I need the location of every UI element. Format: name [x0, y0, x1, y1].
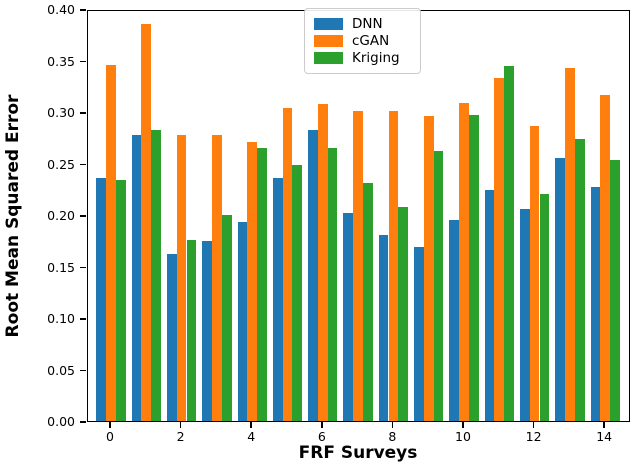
y-tick-label: 0.05 [47, 362, 75, 378]
x-tick-mark [109, 422, 111, 428]
y-tick-label: 0.35 [47, 53, 75, 69]
y-tick-mark [80, 112, 86, 114]
legend-swatch-cgan [314, 35, 343, 47]
bar-cgan-survey-13 [565, 68, 575, 421]
y-tick-label: 0.10 [47, 311, 75, 326]
bar-cgan-survey-9 [423, 116, 434, 421]
bar-kriging-survey-11 [504, 66, 514, 421]
legend-item-cgan: cGAN [314, 33, 411, 49]
bar-kriging-survey-1 [151, 129, 161, 421]
x-tick-mark [391, 422, 394, 428]
bar-kriging-survey-2 [186, 239, 197, 421]
y-tick-label: 0.30 [47, 105, 75, 120]
bar-cgan-survey-4 [247, 142, 258, 421]
legend: DNN cGAN Kriging [304, 8, 421, 74]
x-axis-label: FRF Surveys [298, 443, 418, 463]
x-tick-mark [603, 422, 606, 428]
bar-cgan-survey-8 [388, 111, 399, 421]
x-tick-label: 12 [525, 429, 542, 444]
bar-dnn-survey-9 [414, 246, 424, 421]
legend-swatch-kriging [314, 52, 343, 64]
y-tick-mark [80, 9, 86, 11]
y-tick-mark [80, 369, 86, 372]
bar-dnn-survey-6 [308, 129, 318, 421]
bar-dnn-survey-0 [96, 177, 107, 421]
bar-dnn-survey-10 [449, 220, 460, 421]
y-tick-label: 0.00 [47, 414, 75, 429]
x-tick-mark [179, 422, 182, 428]
bar-cgan-survey-11 [494, 78, 505, 421]
legend-item-kriging: Kriging [314, 50, 411, 66]
x-tick-label: 4 [247, 429, 256, 444]
bar-dnn-survey-5 [272, 177, 283, 421]
y-tick-mark [80, 266, 86, 269]
legend-label: cGAN [352, 33, 390, 49]
y-tick-mark [80, 421, 86, 423]
bar-kriging-survey-3 [221, 214, 232, 421]
bar-kriging-survey-7 [363, 183, 373, 421]
bar-dnn-survey-2 [166, 253, 177, 421]
bar-cgan-survey-2 [176, 134, 187, 421]
bar-dnn-survey-11 [484, 190, 495, 421]
legend-label: DNN [352, 16, 383, 32]
y-tick-mark [80, 215, 86, 217]
bar-dnn-survey-3 [202, 240, 212, 421]
bar-kriging-survey-12 [539, 194, 550, 421]
bar-cgan-survey-7 [353, 111, 363, 421]
y-tick-label: 0.25 [47, 156, 75, 172]
bar-dnn-survey-7 [343, 212, 354, 421]
legend-label: Kriging [352, 50, 400, 66]
bar-cgan-survey-5 [282, 108, 293, 421]
legend-swatch-dnn [314, 18, 343, 30]
bar-dnn-survey-4 [237, 222, 248, 421]
x-tick-mark [320, 422, 323, 428]
y-tick-mark [80, 163, 86, 166]
bar-kriging-survey-10 [468, 115, 479, 421]
bar-cgan-survey-0 [106, 65, 116, 421]
bar-cgan-survey-6 [317, 104, 328, 421]
x-tick-label: 2 [176, 429, 185, 444]
y-axis-label: Root Mean Squared Error [3, 94, 23, 338]
x-tick-label: 6 [317, 429, 326, 444]
bar-cgan-survey-10 [459, 103, 469, 421]
x-tick-label: 14 [596, 429, 613, 444]
x-tick-label: 8 [388, 429, 397, 444]
bar-kriging-survey-13 [574, 139, 585, 421]
bar-kriging-survey-0 [115, 180, 126, 421]
x-tick-mark [462, 422, 464, 428]
y-tick-label: 0.15 [47, 259, 75, 275]
bar-dnn-survey-13 [555, 158, 565, 421]
y-tick-mark [80, 318, 86, 320]
bar-kriging-survey-8 [398, 206, 409, 421]
bar-kriging-survey-4 [257, 148, 267, 421]
y-tick-mark [80, 60, 86, 63]
y-tick-label: 0.40 [47, 2, 75, 17]
bar-cgan-survey-1 [141, 24, 152, 421]
bar-kriging-survey-9 [433, 151, 444, 421]
x-tick-mark [532, 422, 535, 428]
bar-cgan-survey-12 [529, 125, 540, 421]
y-tick-label: 0.20 [47, 208, 75, 223]
bar-cgan-survey-3 [212, 134, 222, 421]
bar-kriging-survey-14 [610, 159, 620, 421]
x-tick-label: 0 [106, 429, 114, 444]
x-tick-mark [250, 422, 253, 428]
x-tick-label: 10 [455, 429, 471, 444]
bar-dnn-survey-1 [131, 134, 142, 421]
plot-area [87, 10, 630, 422]
bar-dnn-survey-14 [590, 187, 601, 421]
bar-dnn-survey-8 [378, 235, 389, 421]
bar-kriging-survey-5 [292, 164, 303, 421]
bar-cgan-survey-14 [600, 94, 611, 421]
bar-dnn-survey-12 [519, 208, 530, 421]
bar-kriging-survey-6 [327, 148, 338, 421]
legend-item-dnn: DNN [314, 16, 411, 32]
